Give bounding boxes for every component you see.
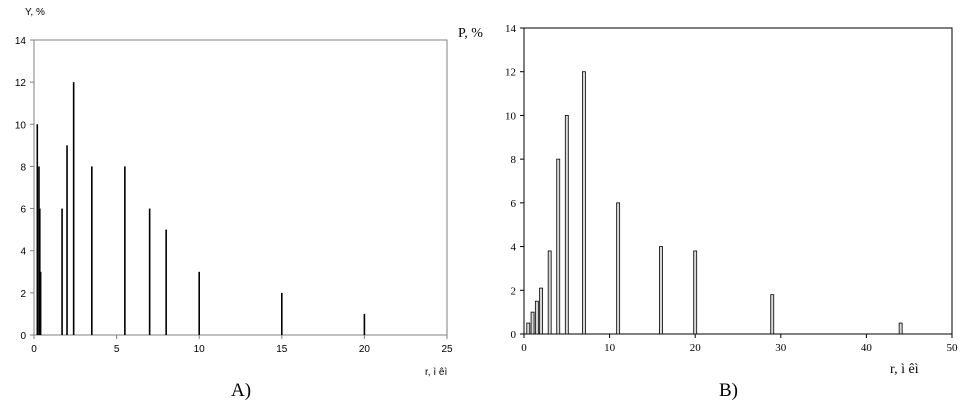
y-tick-label: 4 [511, 242, 517, 254]
y-tick-label: 2 [20, 289, 26, 300]
y-tick-label: 6 [20, 205, 26, 216]
y-ticks-b: 0 2 4 6 8 10 12 14 [505, 23, 524, 341]
bar [124, 166, 126, 335]
bar [91, 166, 93, 335]
x-tick-label: 10 [194, 344, 206, 355]
y-tick-label: 10 [15, 120, 27, 131]
bar [556, 158, 561, 335]
bar [363, 313, 366, 335]
bar [72, 82, 75, 335]
bar [693, 250, 698, 335]
chart-panel-b: 0 2 4 6 8 10 12 14 0 10 20 30 40 50 P, % r, ì êì [458, 23, 958, 377]
x-tick-label: 20 [359, 344, 371, 355]
x-tick-label: 0 [31, 344, 37, 355]
bar [534, 300, 539, 335]
bar [659, 246, 663, 335]
x-tick-label: 40 [861, 342, 873, 354]
x-tick-label: 5 [114, 344, 120, 355]
x-tick-label: 30 [775, 342, 787, 354]
bar [530, 311, 535, 335]
y-tick-label: 14 [505, 23, 517, 35]
chart-panel-a: 0 2 4 6 8 10 12 14 0 5 10 15 20 25 Y, % r, ì êì [15, 7, 453, 378]
x-tick-label: 15 [276, 344, 288, 355]
y-tick-label: 0 [511, 329, 517, 341]
x-axis-label-a: r, ì êì [425, 367, 447, 378]
bar [165, 229, 167, 335]
x-tick-label: 50 [947, 342, 959, 354]
bar [36, 124, 39, 335]
bar [38, 208, 41, 335]
bar [616, 202, 621, 335]
plot-frame-b [523, 27, 953, 335]
y-tick-label: 0 [20, 331, 26, 342]
x-axis-label-b: r, ì êì [890, 362, 919, 377]
y-tick-label: 8 [511, 154, 517, 166]
bar [582, 71, 586, 335]
bars-b [526, 71, 903, 335]
y-tick-label: 4 [20, 247, 26, 258]
bar [38, 166, 40, 335]
x-tick-label: 10 [604, 342, 616, 354]
plot-frame-a [33, 39, 448, 336]
bar [770, 294, 775, 335]
y-tick-label: 8 [20, 162, 26, 173]
bar [61, 208, 63, 335]
y-axis-label-a: Y, % [25, 7, 45, 18]
y-tick-label: 2 [511, 285, 517, 297]
y-tick-label: 6 [511, 198, 517, 210]
bar [148, 208, 151, 335]
bar [526, 322, 531, 335]
bar [898, 322, 903, 335]
y-tick-label: 12 [505, 67, 516, 79]
panel-label-b: B) [719, 380, 738, 401]
x-ticks-b: 0 10 20 30 40 50 [521, 334, 958, 354]
bar [564, 115, 569, 335]
bars-a [36, 82, 366, 335]
y-tick-label: 10 [505, 110, 517, 122]
y-tick-label: 14 [15, 36, 27, 47]
y-axis-label-b: P, % [458, 26, 483, 41]
x-tick-label: 0 [521, 342, 527, 354]
x-ticks-a: 0 5 10 15 20 25 [31, 335, 453, 355]
bar [547, 250, 552, 335]
bar [281, 292, 283, 335]
bar [39, 271, 42, 335]
y-tick-label: 12 [15, 78, 27, 89]
panel-label-a: A) [231, 380, 252, 401]
y-ticks-a: 0 2 4 6 8 10 12 14 [15, 36, 34, 342]
x-tick-label: 25 [441, 344, 453, 355]
bar [539, 287, 544, 335]
bar [198, 271, 200, 335]
bar [66, 145, 68, 335]
x-tick-label: 20 [690, 342, 702, 354]
